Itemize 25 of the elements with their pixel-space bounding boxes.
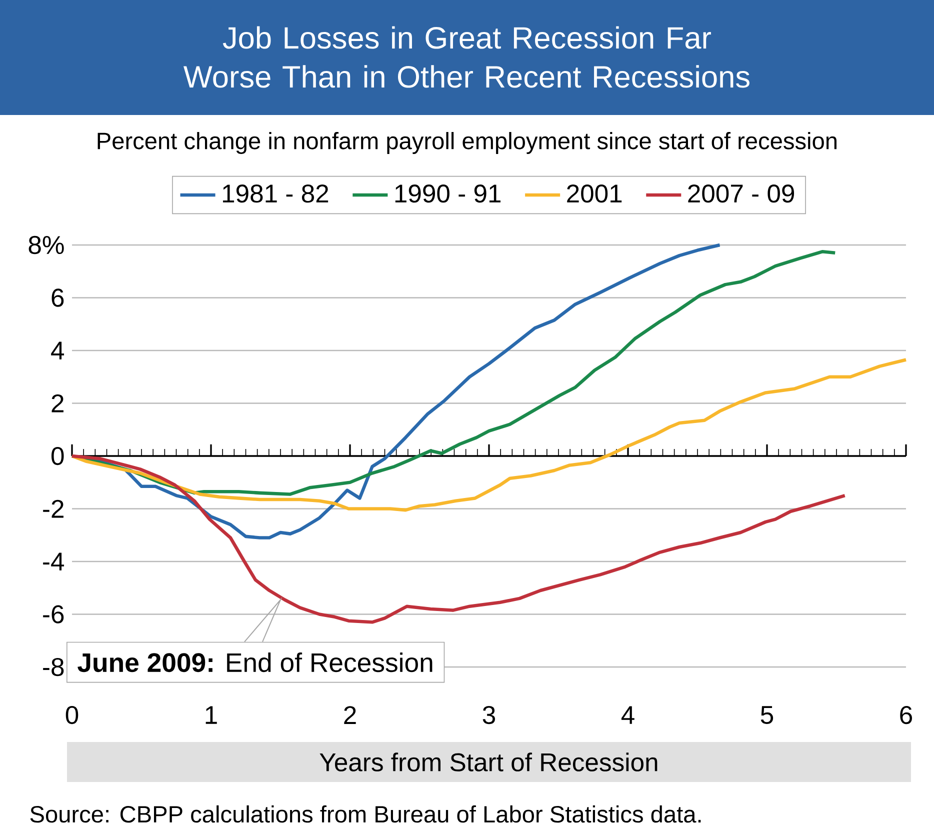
y-tick-label: 4 [51, 342, 64, 360]
y-tick-label: -6 [43, 605, 64, 624]
y-tick-label: -2 [43, 500, 64, 518]
chart-subtitle: Percent change in nonfarm payroll employment since start of recession [98, 132, 836, 154]
legend-label: 2001 [567, 184, 622, 203]
legend-label: 1981 - 82 [222, 184, 328, 203]
y-tick-label: -4 [43, 552, 64, 570]
x-tick-label: 5 [760, 706, 774, 724]
y-tick-label: 6 [52, 288, 64, 307]
y-tick-label: 2 [52, 394, 64, 412]
x-tick-label: 6 [900, 706, 912, 724]
x-tick-label: 4 [621, 706, 634, 724]
x-tick-label: 2 [344, 706, 356, 724]
chart-title: Job Losses in Great Recession Far Worse Than in Other Recent Recessions [183, 26, 750, 88]
legend-label: 2007 - 09 [688, 184, 794, 203]
x-tick-label: 3 [482, 706, 495, 724]
source-note: Source: CBPP calculations from Bureau of Labor Statistics data. [30, 805, 701, 823]
y-tick-label: -8 [43, 658, 64, 676]
y-tick-label: 8% [28, 236, 64, 254]
y-tick-label: 0 [51, 446, 64, 466]
legend-label: 1990 - 91 [395, 184, 500, 203]
x-axis-title: Years from Start of Recession [320, 752, 658, 772]
x-tick-label: 0 [66, 706, 78, 724]
annotation: June 2009: End of Recession [78, 652, 432, 672]
x-tick-label: 1 [206, 706, 217, 724]
